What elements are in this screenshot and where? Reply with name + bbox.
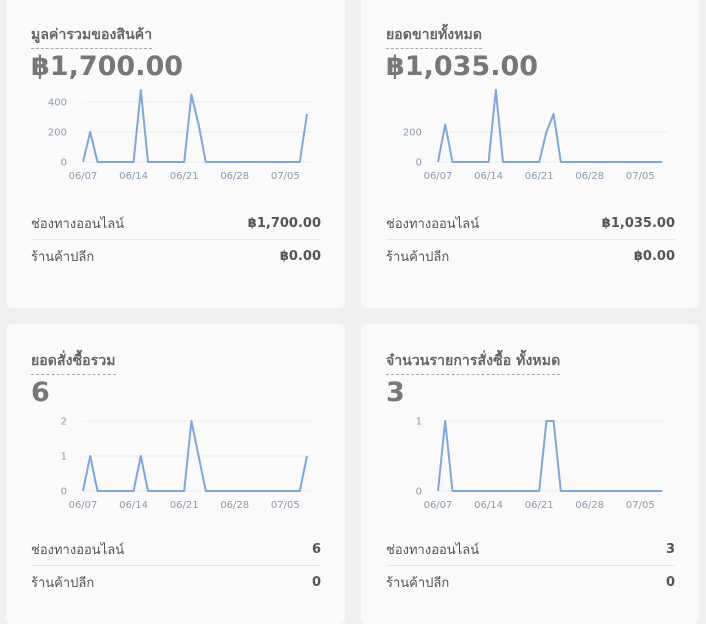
x-tick-label: 07/05 (271, 500, 300, 511)
row-label: ช่องทางออนไลน์ (31, 542, 125, 558)
chart-svg: 0 200 06/07 06/14 06/21 06/28 07/05 (403, 89, 668, 182)
card-total-orders: ยอดสั่งซื้อรวม 6 0 1 2 06/07 06/14 06/21 06/28… (6, 324, 345, 624)
card-title[interactable]: มูลค่ารวมของสินค้า (31, 24, 153, 49)
row-value: ฿1,700.00 (247, 215, 321, 231)
card-total-sales: ยอดขายทั้งหมด ฿1,035.00 0 200 06/07 06/14 06… (361, 0, 699, 308)
row-value: ฿0.00 (633, 248, 675, 264)
y-tick-label: 200 (403, 128, 422, 139)
series-line (437, 420, 662, 492)
y-tick-label: 400 (48, 98, 67, 109)
series-line (437, 89, 662, 163)
card-title[interactable]: ยอดสั่งซื้อรวม (31, 350, 116, 375)
breakdown-row-retail: ร้านค้าปลีก ฿0.00 (386, 239, 675, 272)
series-line (82, 420, 308, 492)
chart-svg: 0 200 400 06/07 06/14 06/21 06/28 07/05 (48, 89, 313, 182)
y-tick-label: 2 (61, 417, 67, 428)
x-tick-label: 07/05 (626, 500, 655, 511)
row-label: ร้านค้าปลีก (31, 249, 95, 265)
row-label: ช่องทางออนไลน์ (386, 216, 480, 232)
y-tick-label: 0 (416, 158, 422, 169)
y-tick-label: 1 (61, 452, 67, 463)
card-title[interactable]: ยอดขายทั้งหมด (386, 24, 483, 49)
chart: 0 1 2 06/07 06/14 06/21 06/28 07/05 (25, 409, 321, 527)
breakdown-row-online: ช่องทางออนไลน์ 3 (386, 533, 675, 565)
chart: 0 200 06/07 06/14 06/21 06/28 07/05 (380, 83, 675, 201)
chart: 0 200 400 06/07 06/14 06/21 06/28 07/05 (25, 83, 321, 201)
y-tick-label: 1 (416, 417, 422, 428)
row-value: 3 (665, 541, 675, 557)
series-line (82, 89, 308, 163)
chart: 0 1 06/07 06/14 06/21 06/28 07/05 (380, 409, 675, 527)
x-tick-label: 06/07 (69, 500, 98, 511)
x-tick-label: 06/14 (474, 171, 503, 182)
breakdown-row-online: ช่องทางออนไลน์ ฿1,035.00 (386, 207, 675, 239)
row-value: ฿1,035.00 (601, 215, 675, 231)
x-tick-label: 06/07 (424, 500, 453, 511)
x-tick-label: 06/28 (575, 171, 604, 182)
y-tick-label: 0 (61, 487, 67, 498)
card-value: ฿1,700.00 (31, 51, 184, 82)
x-tick-label: 06/21 (525, 171, 554, 182)
y-tick-label: 200 (48, 128, 67, 139)
x-tick-label: 06/07 (69, 171, 98, 182)
card-total-order-items: จำนวนรายการสั่งซื้อ ทั้งหมด 3 0 1 06/07 06/… (361, 324, 699, 624)
y-tick-label: 0 (416, 487, 422, 498)
card-value: 6 (31, 377, 50, 408)
x-tick-label: 06/28 (575, 500, 604, 511)
card-value: 3 (386, 377, 405, 408)
row-value: ฿0.00 (279, 248, 321, 264)
x-tick-label: 06/07 (424, 171, 453, 182)
x-tick-label: 06/14 (474, 500, 503, 511)
breakdown-row-retail: ร้านค้าปลีก 0 (31, 565, 321, 598)
x-tick-label: 06/21 (170, 171, 199, 182)
x-tick-label: 06/14 (119, 171, 148, 182)
card-title[interactable]: จำนวนรายการสั่งซื้อ ทั้งหมด (386, 350, 561, 375)
chart-svg: 0 1 2 06/07 06/14 06/21 06/28 07/05 (61, 417, 313, 511)
x-tick-label: 07/05 (626, 171, 655, 182)
x-tick-label: 07/05 (271, 171, 300, 182)
row-label: ช่องทางออนไลน์ (31, 216, 125, 232)
breakdown-row-retail: ร้านค้าปลีก ฿0.00 (31, 239, 321, 272)
x-tick-label: 06/28 (220, 171, 249, 182)
breakdown-row-online: ช่องทางออนไลน์ 6 (31, 533, 321, 565)
y-tick-label: 0 (61, 158, 67, 169)
row-label: ร้านค้าปลีก (386, 249, 450, 265)
row-label: ร้านค้าปลีก (31, 575, 95, 591)
x-tick-label: 06/21 (170, 500, 199, 511)
row-value: 6 (311, 541, 321, 557)
row-value: 0 (311, 574, 321, 590)
x-tick-label: 06/21 (525, 500, 554, 511)
card-product-value: มูลค่ารวมของสินค้า ฿1,700.00 0 200 400 06/0… (6, 0, 345, 308)
row-label: ร้านค้าปลีก (386, 575, 450, 591)
breakdown-row-online: ช่องทางออนไลน์ ฿1,700.00 (31, 207, 321, 239)
row-value: 0 (665, 574, 675, 590)
card-value: ฿1,035.00 (386, 51, 539, 82)
x-tick-label: 06/28 (220, 500, 249, 511)
chart-svg: 0 1 06/07 06/14 06/21 06/28 07/05 (416, 417, 668, 511)
row-label: ช่องทางออนไลน์ (386, 542, 480, 558)
breakdown-row-retail: ร้านค้าปลีก 0 (386, 565, 675, 598)
x-tick-label: 06/14 (119, 500, 148, 511)
